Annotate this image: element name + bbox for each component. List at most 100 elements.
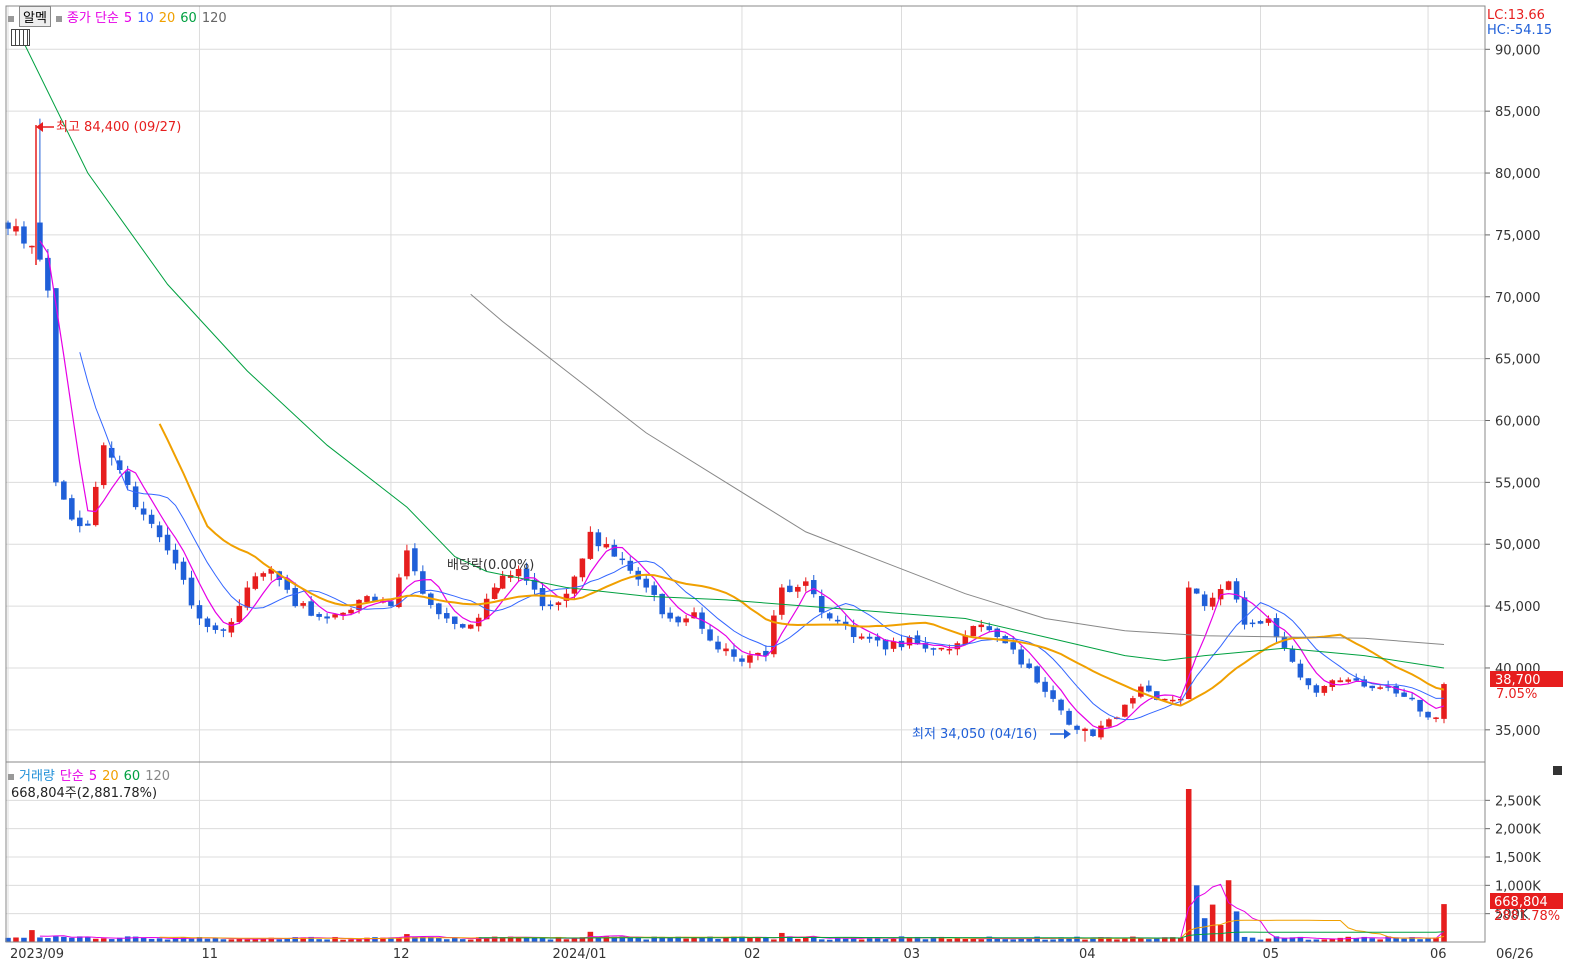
candle-body <box>1162 698 1168 701</box>
volume-bar <box>13 937 19 942</box>
candle-body <box>212 625 219 630</box>
candle-body <box>563 593 570 601</box>
volume-bar <box>77 936 83 942</box>
volume-bar <box>643 939 649 942</box>
volume-bar <box>1058 937 1064 942</box>
date-label: 12 <box>393 947 410 962</box>
candle-body <box>1217 589 1224 600</box>
candle-body <box>1225 581 1232 590</box>
volume-bar <box>276 939 283 942</box>
volume-bar <box>1393 937 1399 942</box>
volume-bar <box>332 936 338 942</box>
current-price-tag: 38,700 7.05% <box>1490 671 1563 702</box>
candle-body <box>1058 699 1064 711</box>
candle-body <box>1193 588 1200 594</box>
volume-bar <box>444 939 450 942</box>
candle-body <box>491 587 498 599</box>
candle-body <box>779 587 785 615</box>
candle-body <box>1098 725 1104 738</box>
volume-bar <box>308 936 314 942</box>
volume-bar <box>731 936 737 942</box>
candle-body <box>1066 710 1072 725</box>
volume-bar <box>1010 939 1016 942</box>
date-label: 06/26 <box>1496 947 1533 962</box>
candle-body <box>100 445 107 486</box>
price-tick-label: 85,000 <box>1495 105 1541 120</box>
vol-ma5-label: 5 <box>88 769 98 784</box>
volume-bar <box>1074 936 1080 942</box>
ma60-line <box>23 42 1445 669</box>
stock-button[interactable]: 알멕 <box>19 6 51 27</box>
volume-bar <box>1321 939 1328 942</box>
volume-bar <box>771 939 777 942</box>
candle-body <box>787 585 793 593</box>
date-label: 02 <box>744 947 761 962</box>
volume-bar <box>316 939 322 942</box>
vol-ma20-label: 20 <box>102 769 119 784</box>
ma5-label: 5 <box>123 11 133 26</box>
candle-body <box>85 523 91 526</box>
volume-bar <box>938 936 945 942</box>
candle-body <box>627 560 634 571</box>
volume-bar <box>970 938 977 942</box>
volume-bar <box>1146 939 1152 942</box>
candle-body <box>204 618 211 627</box>
volume-bar <box>635 937 642 942</box>
candle-body <box>1209 597 1216 607</box>
volume-current-text: 668,804주(2,881.78%) <box>11 786 158 801</box>
volume-bar <box>922 939 929 942</box>
volume-bar <box>1138 938 1144 942</box>
candle-body <box>1169 699 1176 702</box>
volume-tick-label: 2,000K <box>1495 823 1541 838</box>
volume-bar <box>29 930 35 942</box>
candle-body <box>707 629 713 641</box>
volume-bar <box>475 937 482 942</box>
candle-body <box>1050 690 1056 699</box>
volume-bar <box>1066 937 1072 942</box>
volume-bar <box>100 938 107 942</box>
volume-bar <box>1193 885 1200 942</box>
volume-bar <box>499 937 506 942</box>
volume-bar <box>156 938 163 942</box>
candle-body <box>499 575 506 589</box>
candle-body <box>818 596 825 613</box>
candle-body <box>755 652 761 656</box>
volume-bar <box>212 937 219 942</box>
volume-bar <box>1273 936 1280 942</box>
candle-body <box>444 613 450 619</box>
price-tick-label: 80,000 <box>1495 167 1541 182</box>
candle-body <box>292 587 298 607</box>
candle-body <box>603 543 610 548</box>
candle-body <box>61 481 67 500</box>
volume-bar <box>340 939 346 942</box>
lc-label: LC:13.66 <box>1487 8 1545 23</box>
volume-bar <box>1441 904 1447 942</box>
volume-bar <box>260 938 267 942</box>
volume-bar <box>284 937 290 942</box>
candle-body <box>45 257 51 291</box>
volume-bar <box>372 937 378 942</box>
volume-bar <box>451 937 458 942</box>
volume-bar <box>108 939 115 942</box>
volume-bar <box>763 937 769 942</box>
candle-body <box>324 616 330 619</box>
price-tick-label: 55,000 <box>1495 476 1541 491</box>
grid-table-icon[interactable] <box>11 29 30 46</box>
candle-body <box>595 532 602 547</box>
volume-bar <box>1233 911 1240 942</box>
volume-bar <box>61 936 67 942</box>
volume-bar <box>1090 938 1096 942</box>
volume-bar <box>978 939 985 942</box>
candle-body <box>954 643 961 650</box>
volume-bar <box>595 937 602 942</box>
volume-bar <box>188 938 195 942</box>
candle-body <box>1130 698 1136 704</box>
volume-bar <box>236 938 243 942</box>
candle-body <box>539 588 546 607</box>
volume-bar <box>1002 939 1008 942</box>
volume-bar <box>547 939 554 942</box>
expand-icon[interactable] <box>1553 766 1562 775</box>
volume-bar <box>834 937 841 942</box>
candle-body <box>412 548 418 572</box>
dividend-annotation: 배당락(0.00%) <box>447 558 534 573</box>
